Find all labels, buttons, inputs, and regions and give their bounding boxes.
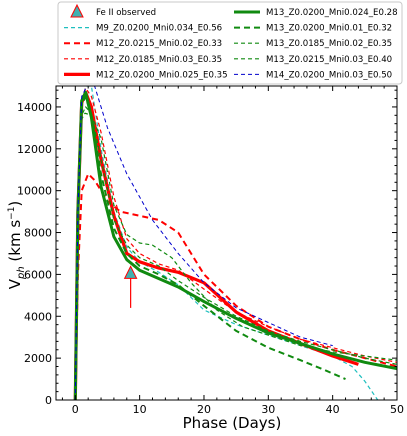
x-tick-label-1: 10 xyxy=(133,403,147,416)
legend-entry-6: M13_Z0.0200_Mni0.01_E0.32 xyxy=(234,24,392,34)
axes-frame xyxy=(55,85,398,401)
y-tick-label-7: 14000 xyxy=(17,101,52,114)
observed-point xyxy=(123,265,138,279)
y-tick-label-6: 12000 xyxy=(17,143,52,156)
legend-entry-1: M9_Z0.0200_Mni0.034_E0.56 xyxy=(64,24,222,34)
y-tick-label-0: 0 xyxy=(45,394,52,407)
x-tick-label-5: 50 xyxy=(390,403,404,416)
y-axis-label-close: ) xyxy=(6,201,24,207)
legend-entry-3: M12_Z0.0185_Mni0.03_E0.35 xyxy=(64,55,222,65)
y-axis-label-exp: −1 xyxy=(7,207,17,220)
legend-entry-7: M13_Z0.0185_Mni0.02_E0.35 xyxy=(234,39,392,49)
series-line-7 xyxy=(74,112,397,400)
legend-label: M14_Z0.0200_Mni0.03_E0.50 xyxy=(266,70,392,80)
x-tick-label-2: 20 xyxy=(197,403,211,416)
series-line-5 xyxy=(74,95,346,400)
legend-entry-4: M12_Z0.0200_Mni0.025_E0.35 xyxy=(64,70,228,80)
y-tick-label-2: 4000 xyxy=(24,310,52,323)
plot-area: 0 10 20 30 40 50 0 2000 4000 6000 8000 10000 12000 14… xyxy=(17,85,404,416)
y-tick-label-3: 6000 xyxy=(24,268,52,281)
y-axis-label-units: (km s xyxy=(6,220,24,267)
legend-entry-2: M12_Z0.0215_Mni0.02_E0.33 xyxy=(64,39,222,49)
legend-label: M12_Z0.0185_Mni0.03_E0.35 xyxy=(96,55,222,65)
legend: Fe II observed M9_Z0.0200_Mni0.034_E0.56 M… xyxy=(57,1,403,85)
y-tick-label-4: 8000 xyxy=(24,227,52,240)
legend-entry-8: M13_Z0.0215_Mni0.03_E0.40 xyxy=(234,55,392,65)
series-line-4 xyxy=(73,90,397,400)
y-tick-label-1: 2000 xyxy=(24,352,52,365)
series-line-8 xyxy=(74,86,333,400)
legend-observed-marker xyxy=(70,3,84,18)
x-tick-label-0: 0 xyxy=(72,403,79,416)
series-lines xyxy=(73,86,397,400)
legend-label: M9_Z0.0200_Mni0.034_E0.56 xyxy=(96,24,222,34)
x-axis-label: Phase (Days) xyxy=(183,414,282,432)
legend-label: M13_Z0.0215_Mni0.03_E0.40 xyxy=(266,55,392,65)
y-axis-label-sub: ph xyxy=(16,266,27,280)
y-axis-label: Vph (km s−1) xyxy=(6,201,27,290)
legend-entry-0: Fe II observed xyxy=(70,3,156,18)
x-tick-label-3: 30 xyxy=(261,403,275,416)
legend-label: M12_Z0.0200_Mni0.025_E0.35 xyxy=(96,70,228,80)
legend-label: M13_Z0.0200_Mni0.01_E0.32 xyxy=(266,24,392,34)
legend-label: M13_Z0.0200_Mni0.024_E0.28 xyxy=(266,8,398,18)
legend-label: M13_Z0.0185_Mni0.02_E0.35 xyxy=(266,39,392,49)
y-axis-label-main: V xyxy=(6,278,24,289)
legend-label: M12_Z0.0215_Mni0.02_E0.33 xyxy=(96,39,222,49)
y-tick-label-5: 10000 xyxy=(17,185,52,198)
legend-label: Fe II observed xyxy=(96,8,156,18)
legend-entry-9: M14_Z0.0200_Mni0.03_E0.50 xyxy=(234,70,392,80)
series-line-6 xyxy=(74,106,397,400)
series-line-1 xyxy=(74,172,397,400)
legend-frame xyxy=(57,1,403,85)
x-tick-label-4: 40 xyxy=(326,403,340,416)
legend-entry-5: M13_Z0.0200_Mni0.024_E0.28 xyxy=(234,8,398,18)
